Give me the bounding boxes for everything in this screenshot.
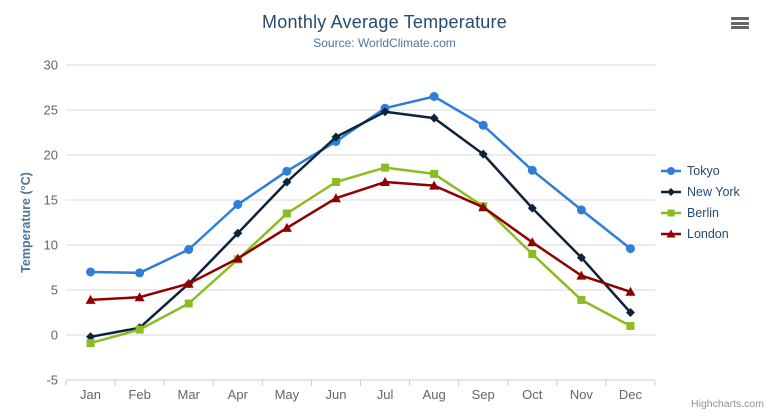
series-line-tokyo[interactable] bbox=[89, 95, 632, 275]
data-point-london[interactable] bbox=[134, 292, 145, 302]
x-axis-tick-label: Dec bbox=[619, 387, 643, 402]
x-axis-tick-label: Mar bbox=[178, 387, 201, 402]
data-point-tokyo[interactable] bbox=[478, 120, 488, 130]
legend-symbol bbox=[667, 166, 675, 175]
y-axis-tick-label: 30 bbox=[44, 58, 58, 73]
x-axis-tick-label: Nov bbox=[570, 387, 594, 402]
legend-marker-new-york-icon bbox=[661, 187, 681, 196]
y-axis-tick-label: 20 bbox=[44, 148, 58, 163]
data-point-london[interactable] bbox=[625, 286, 636, 296]
data-point-berlin[interactable] bbox=[528, 250, 537, 258]
legend-item-berlin[interactable]: Berlin bbox=[661, 205, 765, 220]
legend-label-tokyo: Tokyo bbox=[687, 163, 720, 178]
data-point-new-york[interactable] bbox=[380, 107, 390, 117]
legend-symbol bbox=[667, 187, 675, 196]
legend-marker-london-icon bbox=[661, 229, 681, 237]
x-axis-tick-label: Jul bbox=[377, 387, 394, 402]
hamburger-bar bbox=[731, 21, 749, 25]
legend-item-tokyo[interactable]: Tokyo bbox=[661, 163, 765, 178]
data-point-berlin[interactable] bbox=[430, 169, 439, 178]
legend: Tokyo New York Berlin London bbox=[661, 163, 765, 241]
credit-link[interactable]: Highcharts.com bbox=[691, 398, 764, 410]
x-axis-tick-label: Apr bbox=[228, 387, 249, 402]
data-point-london[interactable] bbox=[232, 253, 243, 263]
data-point-tokyo[interactable] bbox=[135, 268, 145, 278]
x-axis-tick-label: Jun bbox=[325, 387, 346, 402]
y-axis-title: Temperature (°C) bbox=[19, 172, 33, 273]
data-point-tokyo[interactable] bbox=[233, 200, 243, 209]
hamburger-icon[interactable] bbox=[731, 16, 749, 30]
data-point-tokyo[interactable] bbox=[429, 92, 439, 101]
legend-symbol bbox=[667, 209, 675, 216]
data-point-london[interactable] bbox=[576, 270, 587, 280]
data-point-london[interactable] bbox=[330, 193, 341, 203]
legend-marker-berlin-icon bbox=[661, 209, 681, 216]
data-point-new-york[interactable] bbox=[527, 203, 537, 213]
data-point-berlin[interactable] bbox=[282, 209, 291, 218]
series-line-berlin[interactable] bbox=[89, 166, 632, 345]
chart-subtitle: Source: WorldClimate.com bbox=[313, 36, 456, 50]
legend-label-berlin: Berlin bbox=[687, 205, 719, 220]
x-axis-tick-label: Jan bbox=[80, 387, 101, 402]
legend-symbol bbox=[666, 229, 676, 237]
x-axis-tick-label: Oct bbox=[522, 387, 543, 402]
series-line-new-york[interactable] bbox=[89, 110, 632, 339]
data-point-tokyo[interactable] bbox=[576, 205, 586, 215]
data-point-london[interactable] bbox=[281, 222, 292, 232]
data-point-tokyo[interactable] bbox=[625, 244, 635, 254]
data-point-london[interactable] bbox=[380, 177, 391, 186]
data-point-london[interactable] bbox=[183, 278, 194, 288]
y-axis-tick-label: -5 bbox=[46, 373, 58, 388]
data-point-berlin[interactable] bbox=[331, 178, 340, 186]
x-axis-tick-label: Sep bbox=[472, 387, 495, 402]
chart-title: Monthly Average Temperature bbox=[262, 12, 507, 32]
data-point-tokyo[interactable] bbox=[184, 245, 194, 254]
legend-item-london[interactable]: London bbox=[661, 226, 765, 241]
legend-item-new-york[interactable]: New York bbox=[661, 184, 765, 199]
x-axis-tick-label: Aug bbox=[423, 387, 446, 402]
legend-label-new-york: New York bbox=[687, 184, 740, 199]
data-point-berlin[interactable] bbox=[135, 325, 144, 334]
hamburger-bar bbox=[731, 17, 749, 20]
data-point-tokyo[interactable] bbox=[282, 166, 292, 176]
data-point-berlin[interactable] bbox=[184, 299, 193, 308]
legend-marker-tokyo-icon bbox=[661, 166, 681, 175]
y-axis-tick-label: 10 bbox=[44, 238, 58, 253]
data-point-berlin[interactable] bbox=[626, 322, 635, 330]
data-point-london[interactable] bbox=[478, 202, 489, 212]
data-point-berlin[interactable] bbox=[381, 163, 390, 172]
x-axis-tick-label: Feb bbox=[128, 387, 150, 402]
series-line-london[interactable] bbox=[89, 180, 632, 302]
y-axis-tick-label: 0 bbox=[51, 328, 58, 343]
data-point-tokyo[interactable] bbox=[86, 267, 96, 277]
y-axis-tick-label: 5 bbox=[51, 283, 58, 298]
data-point-new-york[interactable] bbox=[331, 132, 341, 142]
data-point-london[interactable] bbox=[527, 237, 538, 247]
data-point-berlin[interactable] bbox=[577, 295, 586, 304]
data-point-new-york[interactable] bbox=[576, 253, 586, 263]
data-point-london[interactable] bbox=[429, 180, 440, 190]
data-point-london[interactable] bbox=[85, 294, 96, 304]
data-point-new-york[interactable] bbox=[233, 228, 243, 238]
data-point-new-york[interactable] bbox=[429, 113, 439, 123]
data-point-new-york[interactable] bbox=[282, 177, 292, 187]
data-point-new-york[interactable] bbox=[86, 332, 96, 342]
data-point-new-york[interactable] bbox=[625, 308, 635, 317]
data-point-tokyo[interactable] bbox=[527, 165, 537, 175]
data-point-berlin[interactable] bbox=[86, 339, 95, 348]
hamburger-bar bbox=[731, 26, 749, 29]
legend-label-london: London bbox=[687, 226, 729, 241]
x-axis-tick-label: May bbox=[275, 387, 300, 402]
y-axis-tick-label: 15 bbox=[44, 193, 58, 208]
y-axis-tick-label: 25 bbox=[44, 103, 58, 118]
data-point-new-york[interactable] bbox=[478, 149, 488, 159]
